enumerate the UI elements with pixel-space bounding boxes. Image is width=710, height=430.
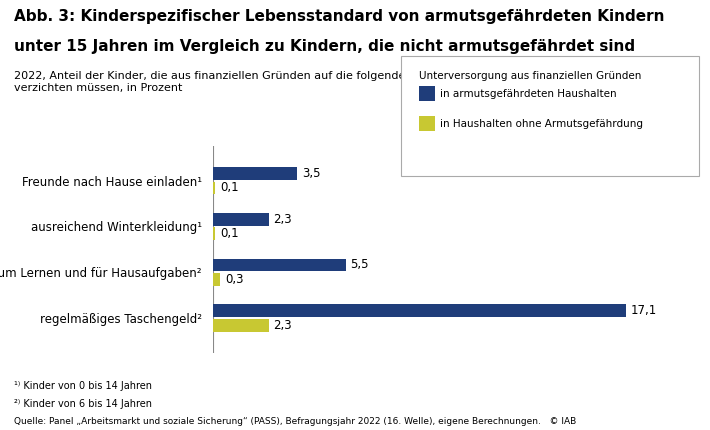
Bar xyxy=(213,213,268,226)
Bar xyxy=(213,258,346,271)
Text: Abb. 3: Kinderspezifischer Lebensstandard von armutsgefährdeten Kindern: Abb. 3: Kinderspezifischer Lebensstandar… xyxy=(14,9,665,24)
Text: ²⁾ Kinder von 6 bis 14 Jahren: ²⁾ Kinder von 6 bis 14 Jahren xyxy=(14,399,152,409)
Bar xyxy=(213,181,215,194)
Text: ¹⁾ Kinder von 0 bis 14 Jahren: ¹⁾ Kinder von 0 bis 14 Jahren xyxy=(14,381,152,390)
Text: 2022, Anteil der Kinder, die aus finanziellen Gründen auf die folgenden Güter un: 2022, Anteil der Kinder, die aus finanzi… xyxy=(14,71,537,92)
Text: Quelle: Panel „Arbeitsmarkt und soziale Sicherung“ (PASS), Befragungsjahr 2022 (: Quelle: Panel „Arbeitsmarkt und soziale … xyxy=(14,417,577,426)
Text: 2,3: 2,3 xyxy=(273,212,292,226)
Text: 5,5: 5,5 xyxy=(351,258,369,271)
Text: Unterversorgung aus finanziellen Gründen: Unterversorgung aus finanziellen Gründen xyxy=(419,71,641,81)
Bar xyxy=(213,304,626,317)
Text: 2,3: 2,3 xyxy=(273,319,292,332)
Text: 17,1: 17,1 xyxy=(630,304,657,317)
Text: 3,5: 3,5 xyxy=(302,167,321,180)
Bar xyxy=(213,227,215,240)
Text: in Haushalten ohne Armutsgefährdung: in Haushalten ohne Armutsgefährdung xyxy=(440,119,643,129)
Text: unter 15 Jahren im Vergleich zu Kindern, die nicht armutsgefährdet sind: unter 15 Jahren im Vergleich zu Kindern,… xyxy=(14,39,635,54)
Text: 0,3: 0,3 xyxy=(225,273,244,286)
Bar xyxy=(213,319,268,332)
Text: in armutsgefährdeten Haushalten: in armutsgefährdeten Haushalten xyxy=(440,89,617,99)
Bar xyxy=(213,273,220,286)
Text: 0,1: 0,1 xyxy=(220,227,239,240)
Bar xyxy=(213,167,297,180)
Text: 0,1: 0,1 xyxy=(220,181,239,194)
